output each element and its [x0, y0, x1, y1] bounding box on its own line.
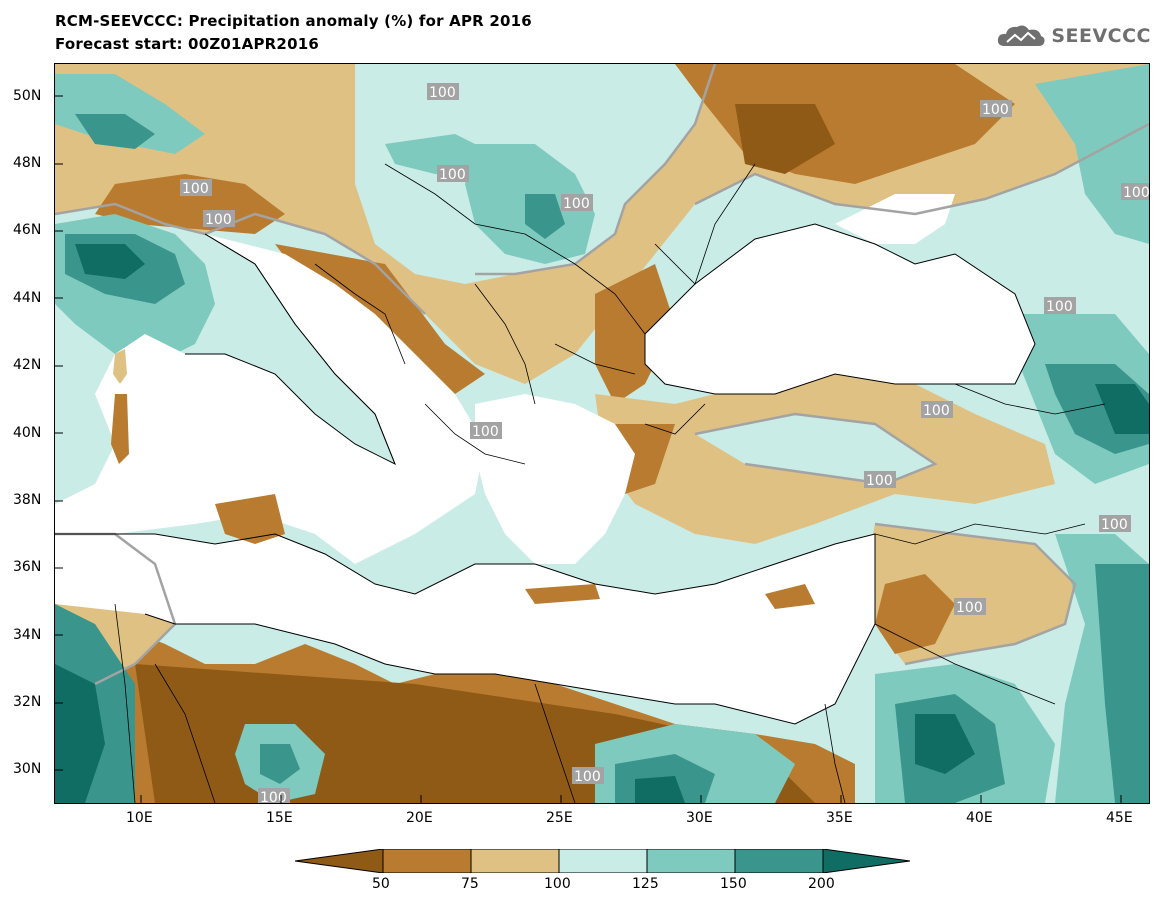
lat-label: 50N: [13, 88, 42, 104]
lon-label: 30E: [686, 810, 713, 826]
svg-text:100: 100: [205, 212, 232, 228]
contour-label: 100: [470, 422, 502, 440]
map-panel: 100 100 100 100 100 100 100 100 100 100 …: [54, 63, 1150, 804]
lat-label: 42N: [13, 357, 42, 373]
svg-text:100: 100: [923, 403, 950, 419]
anomaly-map: 100 100 100 100 100 100 100 100 100 100 …: [55, 64, 1149, 803]
contour-label: 100: [921, 401, 953, 419]
svg-text:100: 100: [472, 424, 499, 440]
lat-label: 44N: [13, 290, 42, 306]
svg-text:100: 100: [866, 473, 893, 489]
svg-text:100: 100: [439, 167, 466, 183]
colorbar-segment: [382, 849, 472, 873]
cloud-icon: [998, 25, 1045, 46]
contour-label: 100: [864, 471, 896, 489]
colorbar-label: 125: [632, 876, 659, 892]
svg-text:100: 100: [956, 600, 983, 616]
colorbar-label: 75: [461, 876, 479, 892]
colorbar-segment: [470, 849, 560, 873]
colorbar-segment: [295, 849, 384, 873]
svg-text:100: 100: [429, 85, 456, 101]
lat-label: 38N: [13, 492, 42, 508]
svg-text:100: 100: [1101, 517, 1128, 533]
lat-label: 46N: [13, 222, 42, 238]
lon-label: 10E: [126, 810, 153, 826]
colorbar: [295, 849, 911, 873]
lat-label: 40N: [13, 425, 42, 441]
colorbar-label: 150: [720, 876, 747, 892]
islands: [111, 349, 815, 609]
svg-text:100: 100: [1123, 185, 1149, 201]
lon-label: 25E: [546, 810, 573, 826]
svg-text:100: 100: [1046, 299, 1073, 315]
colorbar-segment: [734, 849, 824, 873]
contour-label: 100: [572, 767, 604, 785]
svg-text:100: 100: [563, 196, 590, 212]
colorbar-label: 50: [372, 876, 390, 892]
contour-label: 100: [203, 210, 235, 228]
contour-label: 100: [437, 165, 469, 183]
lon-label: 40E: [966, 810, 993, 826]
sea-areas: [55, 194, 1035, 724]
svg-text:100: 100: [574, 769, 601, 785]
lon-label: 45E: [1106, 810, 1133, 826]
contour-label: 100: [258, 788, 290, 803]
lon-label: 15E: [266, 810, 293, 826]
colorbar-label: 100: [544, 876, 571, 892]
colorbar-label: 200: [808, 876, 835, 892]
svg-text:100: 100: [182, 181, 209, 197]
lat-label: 36N: [13, 559, 42, 575]
lat-label: 34N: [13, 627, 42, 643]
contour-label: 100: [1121, 183, 1149, 201]
contour-label: 100: [561, 194, 593, 212]
forecast-start-label: Forecast start: 00Z01APR2016: [55, 35, 319, 53]
contour-label: 100: [180, 179, 212, 197]
teal-regions: [55, 64, 1149, 803]
contour-label: 100: [427, 83, 459, 101]
lat-label: 30N: [13, 761, 42, 777]
coastlines: [55, 223, 1036, 725]
axis-ticks: [55, 95, 1122, 803]
map-title: RCM-SEEVCCC: Precipitation anomaly (%) f…: [55, 12, 532, 30]
colorbar-segment: [646, 849, 736, 873]
lon-label: 20E: [406, 810, 433, 826]
seevccc-logo: SEEVCCC: [995, 22, 1151, 50]
logo-text: SEEVCCC: [1051, 25, 1151, 47]
contour-labels: 100 100 100 100 100 100 100 100 100 100 …: [180, 83, 1149, 803]
colorbar-segment: [822, 849, 911, 873]
svg-text:100: 100: [260, 790, 287, 803]
contour-label: 100: [954, 598, 986, 616]
svg-text:100: 100: [982, 102, 1009, 118]
lon-label: 35E: [826, 810, 853, 826]
contour-label: 100: [980, 100, 1012, 118]
contour-label: 100: [1099, 515, 1131, 533]
contour-label: 100: [1044, 297, 1076, 315]
lat-label: 48N: [13, 155, 42, 171]
colorbar-segment: [558, 849, 648, 873]
lat-label: 32N: [13, 694, 42, 710]
